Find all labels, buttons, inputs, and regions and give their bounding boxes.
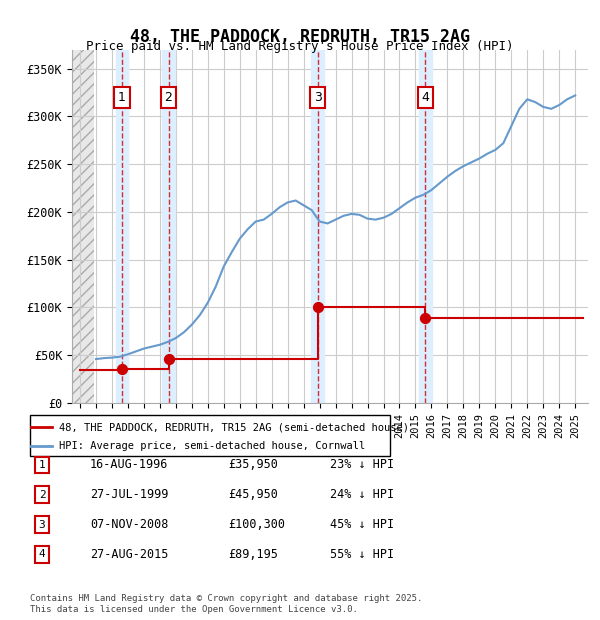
- Text: 1: 1: [118, 91, 126, 104]
- Bar: [116, 50, 128, 403]
- Text: 45% ↓ HPI: 45% ↓ HPI: [330, 518, 394, 531]
- Text: 2: 2: [164, 91, 172, 104]
- Text: 3: 3: [314, 91, 322, 104]
- Text: 4: 4: [38, 549, 46, 559]
- Text: 16-AUG-1996: 16-AUG-1996: [90, 459, 169, 471]
- Text: Contains HM Land Registry data © Crown copyright and database right 2025.
This d: Contains HM Land Registry data © Crown c…: [30, 595, 422, 614]
- Text: 07-NOV-2008: 07-NOV-2008: [90, 518, 169, 531]
- Text: £89,195: £89,195: [228, 548, 278, 560]
- FancyBboxPatch shape: [30, 415, 390, 456]
- Text: 23% ↓ HPI: 23% ↓ HPI: [330, 459, 394, 471]
- Bar: [162, 50, 175, 403]
- Text: 3: 3: [38, 520, 46, 529]
- Text: £100,300: £100,300: [228, 518, 285, 531]
- Text: 4: 4: [422, 91, 430, 104]
- Text: HPI: Average price, semi-detached house, Cornwall: HPI: Average price, semi-detached house,…: [59, 441, 365, 451]
- Text: £45,950: £45,950: [228, 489, 278, 501]
- Text: 27-JUL-1999: 27-JUL-1999: [90, 489, 169, 501]
- Text: Price paid vs. HM Land Registry's House Price Index (HPI): Price paid vs. HM Land Registry's House …: [86, 40, 514, 53]
- Point: [117, 364, 127, 374]
- Text: £35,950: £35,950: [228, 459, 278, 471]
- Point: [313, 302, 322, 312]
- Text: 48, THE PADDOCK, REDRUTH, TR15 2AG (semi-detached house): 48, THE PADDOCK, REDRUTH, TR15 2AG (semi…: [59, 422, 409, 433]
- Bar: [419, 50, 432, 403]
- Point: [164, 354, 173, 364]
- Text: 48, THE PADDOCK, REDRUTH, TR15 2AG: 48, THE PADDOCK, REDRUTH, TR15 2AG: [130, 28, 470, 46]
- Text: 2: 2: [38, 490, 46, 500]
- Text: 1: 1: [38, 460, 46, 470]
- Point: [421, 313, 430, 323]
- Text: 27-AUG-2015: 27-AUG-2015: [90, 548, 169, 560]
- Text: 55% ↓ HPI: 55% ↓ HPI: [330, 548, 394, 560]
- Bar: [311, 50, 324, 403]
- Text: 24% ↓ HPI: 24% ↓ HPI: [330, 489, 394, 501]
- Bar: [72, 50, 94, 403]
